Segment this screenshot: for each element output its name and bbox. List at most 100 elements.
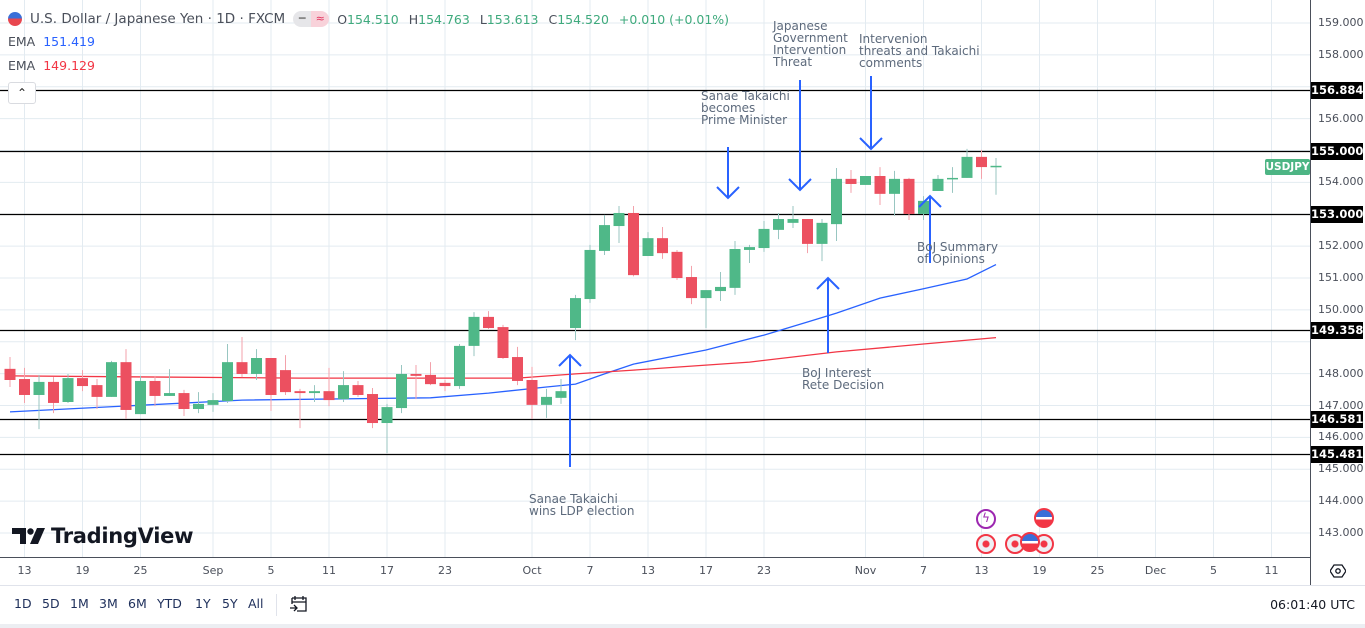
lightning-event-icon[interactable]: ϟ	[976, 509, 996, 529]
candle-bearish	[265, 358, 277, 411]
candle-body	[62, 378, 74, 402]
range-button-6m[interactable]: 6M	[128, 596, 147, 611]
candle-bullish	[207, 393, 219, 412]
candle-body	[773, 219, 784, 230]
time-tick-label: 13	[17, 564, 32, 577]
candle-bearish	[526, 366, 538, 419]
time-tick-label: 5	[1210, 564, 1217, 577]
candle-bullish	[831, 168, 842, 242]
candle-bearish	[628, 205, 639, 277]
candle-body	[135, 380, 146, 415]
tradingview-logo[interactable]: TradingView	[12, 524, 193, 548]
candle-body	[512, 357, 523, 381]
chevron-up-icon: ⌃	[16, 86, 28, 100]
candle-body	[207, 400, 219, 405]
level-price-badge: 149.358	[1311, 322, 1364, 339]
arrow-head	[918, 194, 942, 208]
level-price-badge: 155.000	[1311, 143, 1364, 160]
time-tick-label: 19	[75, 564, 90, 577]
candle-body	[294, 391, 306, 394]
ema-fast-legend[interactable]: EMA 151.419	[8, 34, 95, 49]
us-flag-event-icon[interactable]	[1020, 532, 1040, 552]
range-button-1m[interactable]: 1M	[70, 596, 89, 611]
candle-bearish	[120, 349, 132, 419]
date-range-calendar-icon[interactable]	[289, 595, 309, 613]
arrow-down-icon	[788, 80, 812, 192]
price-tick-label: 150.000	[1318, 302, 1364, 316]
price-tick-label: 146.000	[1318, 430, 1364, 444]
candle-body	[599, 225, 610, 251]
candle-bullish	[700, 290, 712, 329]
candle-bullish	[918, 196, 929, 220]
candle-bullish	[990, 158, 1002, 195]
candle-bullish	[773, 212, 784, 240]
candle-body	[787, 219, 799, 223]
utc-clock[interactable]: 06:01:40 UTC	[1270, 597, 1355, 612]
time-tick-label: 17	[699, 564, 713, 577]
candle-body	[845, 178, 857, 184]
time-tick-label: 5	[267, 564, 275, 577]
range-button-all[interactable]: All	[248, 596, 264, 611]
candle-bullish	[251, 349, 262, 380]
range-button-ytd[interactable]: YTD	[157, 596, 182, 611]
time-tick-label: 13	[641, 564, 655, 577]
collapse-legend-button[interactable]: ⌃	[8, 82, 36, 104]
status-pill[interactable]: ━ ≈	[293, 11, 330, 27]
candle-body	[425, 374, 436, 385]
candle-body	[236, 362, 248, 374]
candle-body	[976, 156, 987, 168]
range-button-5y[interactable]: 5Y	[222, 596, 238, 611]
candle-body	[367, 394, 378, 424]
time-tick-label: 11	[1264, 564, 1279, 577]
candle-bullish	[570, 294, 581, 341]
range-button-1y[interactable]: 1Y	[195, 596, 211, 611]
candle-body	[439, 382, 451, 387]
range-button-5d[interactable]: 5D	[42, 596, 60, 611]
candle-bearish	[236, 336, 248, 378]
candle-body	[831, 178, 842, 225]
candle-body	[889, 178, 900, 194]
candle-body	[381, 407, 393, 424]
candle-bullish	[961, 148, 973, 178]
annotation-prime-minister: Sanae Takaichi becomes Prime Minister	[701, 89, 790, 127]
candle-bullish	[816, 219, 828, 262]
us-japan-flag-icon	[8, 12, 22, 26]
candle-bearish	[497, 324, 509, 359]
economic-event-icon[interactable]	[976, 534, 996, 554]
bottom-strip	[0, 624, 1365, 628]
annotation-intervention-threats: Intervenion threats and Takaichi comment…	[859, 32, 980, 70]
settings-icon[interactable]	[1330, 563, 1346, 579]
ema-slow-legend[interactable]: EMA 149.129	[8, 58, 95, 73]
ema-lines	[9, 264, 997, 413]
candle-bearish	[425, 362, 436, 386]
us-flag-event-icon[interactable]	[1034, 508, 1054, 528]
time-tick-label: 17	[380, 564, 394, 577]
price-tick-label: 143.000	[1318, 526, 1364, 539]
price-tick-label: 145.000	[1318, 462, 1364, 476]
annotation-ldp-election: Sanae Takaichi wins LDP election	[529, 492, 635, 518]
symbol-title[interactable]: U.S. Dollar / Japanese Yen · 1D · FXCM	[30, 11, 286, 27]
candle-bearish	[352, 380, 364, 397]
candle-bullish	[932, 175, 944, 191]
candle-body	[990, 165, 1002, 168]
approx-icon: ≈	[311, 11, 330, 27]
candle-bullish	[642, 232, 654, 257]
candle-body	[903, 178, 915, 214]
price-tick-label: 147.000	[1318, 398, 1364, 412]
range-button-1d[interactable]: 1D	[14, 596, 32, 611]
candle-body	[555, 391, 567, 398]
candle-bearish	[845, 169, 857, 193]
candle-bearish	[874, 167, 886, 206]
candle-bearish	[802, 219, 813, 254]
candle-body	[222, 362, 233, 402]
candle-bullish	[613, 205, 625, 243]
candle-bullish	[222, 343, 233, 403]
range-button-3m[interactable]: 3M	[99, 596, 118, 611]
ohlc-values: O154.510 H154.763 L153.613 C154.520 +0.0…	[337, 11, 730, 27]
time-tick-label: 13	[974, 564, 989, 577]
candles	[4, 148, 1002, 453]
price-change: +0.010 (+0.01%)	[618, 11, 730, 27]
price-tick-label: 144.000	[1318, 494, 1364, 508]
candle-bearish	[657, 227, 668, 259]
